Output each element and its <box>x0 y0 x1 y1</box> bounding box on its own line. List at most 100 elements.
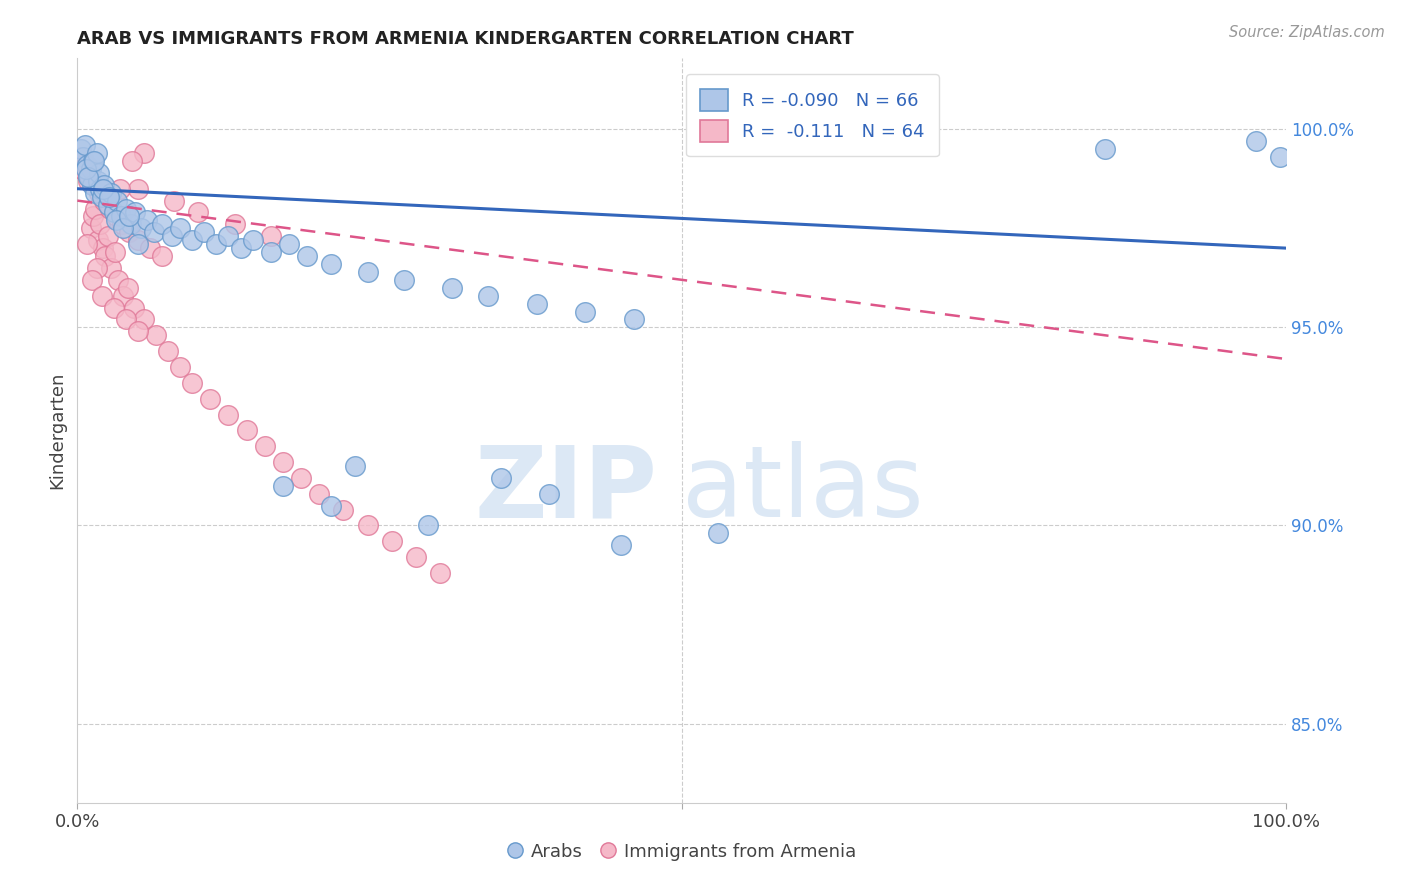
Point <box>193 225 215 239</box>
Point <box>118 225 141 239</box>
Point <box>295 249 318 263</box>
Point <box>200 392 222 406</box>
Point <box>381 534 404 549</box>
Point <box>82 153 104 168</box>
Point <box>96 229 118 244</box>
Point <box>91 182 114 196</box>
Point <box>100 186 122 200</box>
Point <box>90 189 112 203</box>
Point <box>157 344 180 359</box>
Point <box>80 178 103 192</box>
Point <box>79 169 101 184</box>
Point <box>103 301 125 315</box>
Point <box>91 241 114 255</box>
Point <box>142 225 165 239</box>
Point <box>104 245 127 260</box>
Point <box>537 487 560 501</box>
Point <box>416 518 439 533</box>
Point <box>83 178 105 192</box>
Point <box>332 502 354 516</box>
Point <box>94 249 117 263</box>
Point <box>93 194 115 208</box>
Point <box>111 218 134 232</box>
Point <box>72 158 94 172</box>
Point <box>98 202 121 216</box>
Point <box>87 174 110 188</box>
Point <box>145 328 167 343</box>
Point <box>73 138 96 153</box>
Point <box>205 237 228 252</box>
Point <box>271 479 294 493</box>
Point <box>76 237 98 252</box>
Point <box>114 312 136 326</box>
Point <box>260 229 283 244</box>
Point <box>356 265 378 279</box>
Point <box>131 221 153 235</box>
Point <box>117 281 139 295</box>
Text: atlas: atlas <box>682 442 924 539</box>
Point <box>321 499 343 513</box>
Point <box>77 169 100 184</box>
Point <box>610 538 633 552</box>
Point <box>253 439 276 453</box>
Point <box>96 197 118 211</box>
Point <box>80 273 103 287</box>
Point <box>132 312 155 326</box>
Point <box>76 158 98 172</box>
Point <box>97 189 120 203</box>
Point <box>112 221 135 235</box>
Point <box>429 566 451 580</box>
Point <box>181 233 204 247</box>
Point <box>90 288 112 302</box>
Point <box>271 455 294 469</box>
Text: ZIP: ZIP <box>475 442 658 539</box>
Point <box>86 260 108 275</box>
Point <box>574 304 596 318</box>
Point <box>477 288 499 302</box>
Point <box>229 241 252 255</box>
Point <box>107 273 129 287</box>
Point <box>392 273 415 287</box>
Point <box>79 161 101 176</box>
Point <box>150 218 173 232</box>
Point <box>105 194 128 208</box>
Point <box>100 260 122 275</box>
Point <box>218 229 240 244</box>
Point <box>70 142 93 156</box>
Point <box>224 218 246 232</box>
Point <box>235 423 257 437</box>
Point <box>103 205 125 219</box>
Point <box>242 233 264 247</box>
Point <box>187 205 209 219</box>
Point <box>441 281 464 295</box>
Point <box>70 150 93 164</box>
Point <box>82 210 104 224</box>
Text: Source: ZipAtlas.com: Source: ZipAtlas.com <box>1229 25 1385 40</box>
Point <box>84 186 107 200</box>
Point <box>120 218 142 232</box>
Point <box>1094 142 1116 156</box>
Point <box>89 182 111 196</box>
Point <box>110 210 132 224</box>
Point <box>87 186 110 200</box>
Point <box>122 301 145 315</box>
Point <box>118 210 141 224</box>
Point <box>75 166 97 180</box>
Point <box>121 153 143 168</box>
Point <box>218 408 240 422</box>
Point <box>114 202 136 216</box>
Point <box>623 312 645 326</box>
Point <box>489 471 512 485</box>
Point <box>105 213 128 227</box>
Point <box>93 178 115 192</box>
Point <box>105 210 128 224</box>
Y-axis label: Kindergarten: Kindergarten <box>48 372 66 489</box>
Point <box>79 221 101 235</box>
Point <box>96 189 118 203</box>
Point <box>150 249 173 263</box>
Point <box>260 245 283 260</box>
Point <box>526 296 548 310</box>
Point <box>127 182 149 196</box>
Point <box>1270 150 1292 164</box>
Text: ARAB VS IMMIGRANTS FROM ARMENIA KINDERGARTEN CORRELATION CHART: ARAB VS IMMIGRANTS FROM ARMENIA KINDERGA… <box>77 30 853 48</box>
